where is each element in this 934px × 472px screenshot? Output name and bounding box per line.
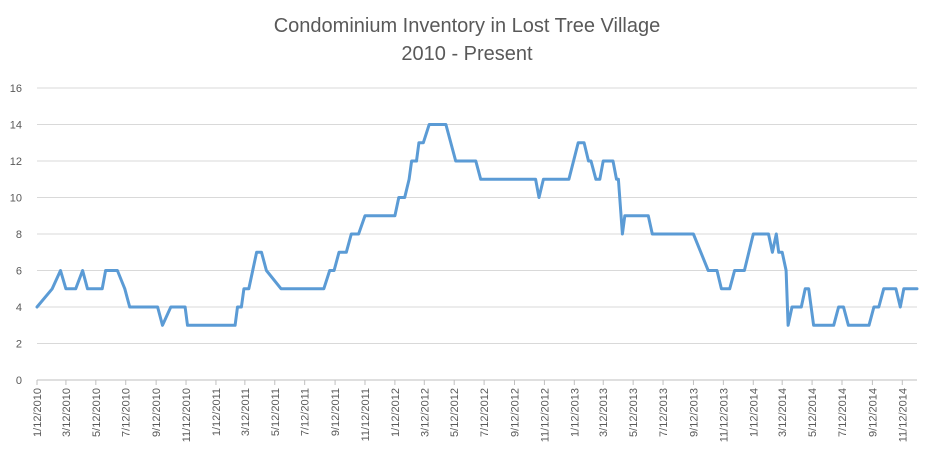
x-tick-label: 1/12/2011 [211, 388, 223, 436]
x-tick-label: 5/12/2011 [270, 388, 282, 436]
y-axis-ticks: 0 2 4 6 8 10 12 14 16 [10, 83, 22, 387]
x-tick-label: 11/12/2011 [360, 388, 372, 441]
x-tick-label: 11/12/2010 [181, 388, 193, 442]
x-tick-label: 7/12/2014 [837, 388, 849, 437]
x-tick-label: 9/12/2010 [151, 388, 163, 437]
y-tick-label: 0 [16, 375, 22, 387]
x-tick-label: 7/12/2013 [658, 388, 670, 437]
x-tick-label: 1/12/2010 [32, 388, 44, 437]
chart-title: Condominium Inventory in Lost Tree Villa… [273, 15, 661, 37]
x-axis-ticks: 1/12/2010 3/12/2010 5/12/2010 7/12/2010 9/12… [32, 388, 909, 442]
y-tick-label: 16 [10, 83, 22, 95]
x-tick-label: 7/12/2012 [479, 388, 491, 437]
x-tick-label: 11/12/2012 [539, 388, 551, 442]
y-tick-label: 6 [16, 266, 22, 278]
x-tick-label: 9/12/2014 [867, 388, 879, 437]
x-tick-label: 11/12/2014 [897, 388, 909, 442]
gridlines [37, 87, 917, 344]
chart-title-block: Condominium Inventory in Lost Tree Villa… [0, 12, 934, 68]
y-tick-label: 14 [10, 120, 22, 132]
chart-subtitle: 2010 - Present [401, 43, 533, 65]
x-tick-label: 1/12/2012 [390, 388, 402, 437]
x-tick-label: 9/12/2011 [330, 388, 342, 436]
series-line [35, 123, 919, 327]
x-tick-label: 5/12/2012 [449, 388, 461, 437]
series-layer [35, 123, 919, 327]
x-tick-label: 7/12/2010 [121, 388, 133, 437]
x-tick-label: 7/12/2011 [300, 388, 312, 436]
x-tick-label: 1/12/2014 [748, 388, 760, 437]
x-tick-label: 1/12/2013 [569, 388, 581, 437]
x-tick-label: 3/12/2013 [598, 388, 610, 437]
x-tick-label: 11/12/2013 [718, 388, 730, 442]
y-tick-label: 4 [16, 302, 22, 314]
x-tick-label: 9/12/2012 [510, 388, 522, 437]
x-tick-label: 3/12/2014 [777, 388, 789, 437]
x-tick-label: 9/12/2013 [688, 388, 700, 437]
x-tick-label: 3/12/2011 [240, 388, 252, 436]
x-tick-label: 5/12/2010 [91, 388, 103, 437]
x-tick-label: 3/12/2012 [419, 388, 431, 437]
y-tick-label: 2 [16, 339, 22, 351]
y-tick-label: 10 [10, 193, 22, 205]
x-axis [36, 379, 917, 385]
x-tick-label: 5/12/2014 [807, 388, 819, 437]
y-tick-label: 12 [10, 156, 22, 168]
y-tick-label: 8 [16, 229, 22, 241]
x-tick-label: 5/12/2013 [628, 388, 640, 437]
x-tick-label: 3/12/2010 [61, 388, 73, 437]
